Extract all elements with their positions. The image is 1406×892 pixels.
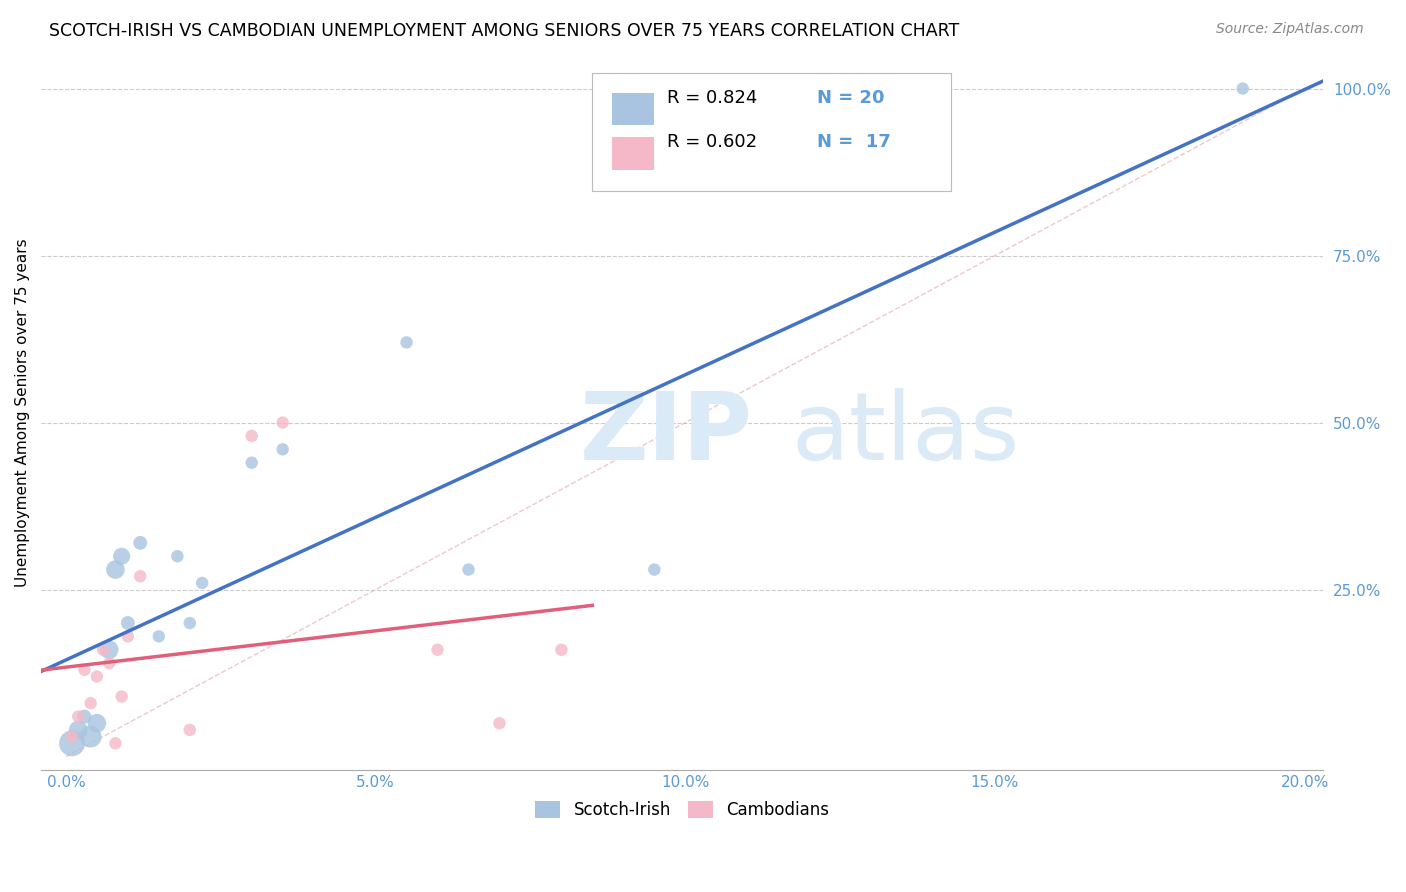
Point (166, 549, 188, 564)
Point (179, 615, 201, 630)
Point (395, 335, 418, 350)
Point (67, 709, 90, 723)
Point (104, 736, 127, 750)
Text: N = 20: N = 20 (817, 89, 884, 107)
Point (60, 736, 83, 750)
Point (426, 642, 449, 657)
Text: Source: ZipAtlas.com: Source: ZipAtlas.com (1216, 22, 1364, 37)
Point (240, 456, 263, 470)
Point (111, 690, 134, 704)
Text: ZIP: ZIP (579, 388, 752, 480)
Point (129, 536, 152, 550)
Point (117, 615, 139, 630)
Point (104, 563, 127, 577)
Y-axis label: Unemployment Among Seniors over 75 years: Unemployment Among Seniors over 75 years (15, 238, 30, 587)
Point (550, 642, 572, 657)
Point (73, 663, 96, 677)
Point (271, 442, 294, 457)
Point (643, 563, 665, 577)
Point (148, 629, 170, 643)
Point (98, 642, 121, 657)
Legend: Scotch-Irish, Cambodians: Scotch-Irish, Cambodians (529, 795, 835, 826)
Text: atlas: atlas (792, 388, 1019, 480)
Point (117, 629, 139, 643)
Point (73, 709, 96, 723)
Point (271, 416, 294, 430)
Point (86, 716, 108, 731)
Text: SCOTCH-IRISH VS CAMBODIAN UNEMPLOYMENT AMONG SENIORS OVER 75 YEARS CORRELATION C: SCOTCH-IRISH VS CAMBODIAN UNEMPLOYMENT A… (49, 22, 959, 40)
Point (457, 563, 479, 577)
FancyBboxPatch shape (612, 137, 654, 169)
Point (488, 716, 510, 731)
Point (60, 730, 83, 744)
Point (179, 723, 201, 737)
Point (1232, 81, 1254, 95)
Text: R = 0.824: R = 0.824 (666, 89, 758, 107)
FancyBboxPatch shape (612, 93, 654, 125)
Text: N =  17: N = 17 (817, 133, 890, 152)
Point (111, 549, 134, 564)
Point (240, 429, 263, 443)
Point (129, 569, 152, 583)
Point (67, 723, 90, 737)
Point (91, 642, 114, 657)
Point (86, 669, 108, 683)
Point (79, 730, 101, 744)
Text: R = 0.602: R = 0.602 (666, 133, 756, 152)
Point (191, 576, 214, 591)
Point (79, 696, 101, 710)
Point (98, 656, 121, 670)
FancyBboxPatch shape (592, 73, 952, 191)
